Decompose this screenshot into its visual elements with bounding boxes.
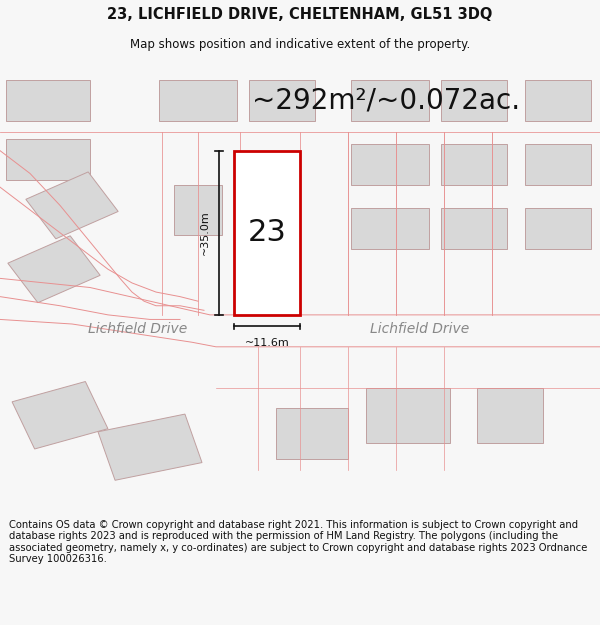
Text: ~292m²/~0.072ac.: ~292m²/~0.072ac. — [252, 86, 520, 114]
Text: ~35.0m: ~35.0m — [200, 211, 210, 255]
Polygon shape — [351, 144, 429, 185]
Polygon shape — [159, 80, 237, 121]
Polygon shape — [234, 151, 300, 315]
Polygon shape — [98, 414, 202, 480]
Text: Lichfield Drive: Lichfield Drive — [88, 321, 188, 336]
Text: ~11.6m: ~11.6m — [245, 338, 289, 348]
Polygon shape — [26, 172, 118, 239]
Polygon shape — [6, 80, 90, 121]
Polygon shape — [441, 144, 507, 185]
Polygon shape — [525, 80, 591, 121]
Text: 23: 23 — [248, 218, 286, 248]
Polygon shape — [351, 80, 429, 121]
Polygon shape — [441, 80, 507, 121]
Polygon shape — [351, 208, 429, 249]
Text: 23, LICHFIELD DRIVE, CHELTENHAM, GL51 3DQ: 23, LICHFIELD DRIVE, CHELTENHAM, GL51 3D… — [107, 8, 493, 22]
Polygon shape — [441, 208, 507, 249]
Polygon shape — [525, 208, 591, 249]
Polygon shape — [174, 185, 222, 235]
Text: Map shows position and indicative extent of the property.: Map shows position and indicative extent… — [130, 38, 470, 51]
Text: Lichfield Drive: Lichfield Drive — [370, 321, 470, 336]
Polygon shape — [276, 408, 348, 459]
Polygon shape — [477, 388, 543, 442]
Polygon shape — [525, 144, 591, 185]
Polygon shape — [366, 388, 450, 442]
Polygon shape — [249, 80, 315, 121]
Polygon shape — [12, 381, 108, 449]
Text: Contains OS data © Crown copyright and database right 2021. This information is : Contains OS data © Crown copyright and d… — [9, 519, 587, 564]
Polygon shape — [8, 236, 100, 302]
Polygon shape — [6, 139, 90, 180]
